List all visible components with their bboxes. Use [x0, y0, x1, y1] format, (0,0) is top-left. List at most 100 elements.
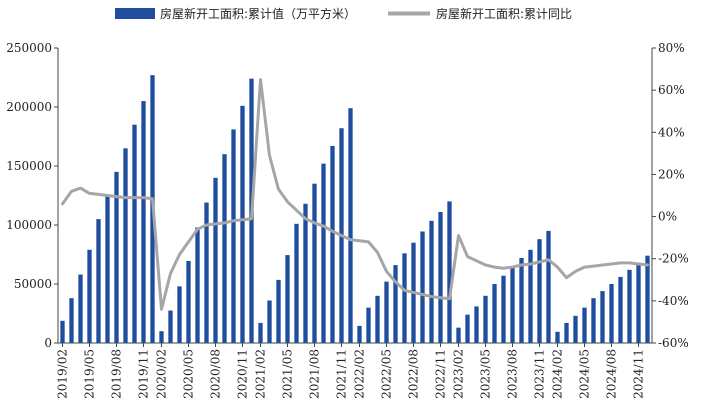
bar	[429, 220, 434, 343]
bar	[474, 306, 479, 343]
bar	[519, 258, 524, 343]
bar	[69, 298, 74, 343]
bar	[303, 203, 308, 343]
bar	[483, 295, 488, 343]
bar	[357, 325, 362, 343]
bar	[159, 331, 164, 343]
x-tick-label: 2024/08	[605, 349, 619, 399]
bar	[447, 201, 452, 343]
yoy-line	[61, 78, 649, 311]
x-tick-label: 2020/02	[155, 349, 169, 399]
x-tick-label: 2022/11	[434, 349, 448, 399]
x-tick-label: 2023/02	[452, 349, 466, 399]
bar	[510, 267, 515, 343]
bar	[375, 295, 380, 343]
bar	[195, 227, 200, 343]
bar	[123, 148, 128, 343]
x-tick-label: 2021/11	[335, 349, 349, 399]
right-tick-label: 60%	[658, 83, 685, 97]
x-tick-label: 2024/05	[578, 349, 592, 399]
bar	[330, 145, 335, 343]
bar	[618, 276, 623, 343]
bar	[582, 307, 587, 343]
right-tick-label: -20%	[658, 252, 689, 266]
bar	[645, 255, 650, 343]
bar	[420, 231, 425, 343]
left-tick-label: 100000	[6, 218, 52, 232]
bar	[465, 314, 470, 343]
left-tick-label: 50000	[14, 277, 52, 291]
right-tick-label: 80%	[658, 41, 685, 55]
left-tick-label: 250000	[6, 41, 52, 55]
x-tick-label: 2024/11	[632, 349, 646, 399]
bar	[87, 249, 92, 343]
bar	[78, 274, 83, 343]
plot-area: 0 50000 100000 150000 200000 250000 -60% -40% -2…	[6, 41, 689, 399]
bar	[276, 279, 281, 343]
right-tick-label: 0%	[658, 210, 677, 224]
bar	[204, 202, 209, 343]
x-tick-label: 2022/05	[380, 349, 394, 399]
bar	[114, 171, 119, 343]
bar	[564, 322, 569, 343]
bar	[267, 300, 272, 343]
x-tick-label: 2020/11	[236, 349, 250, 399]
bar	[240, 105, 245, 343]
x-tick-label: 2020/05	[182, 349, 196, 399]
bar	[258, 322, 263, 343]
bar	[141, 101, 146, 343]
right-tick-label: 20%	[658, 167, 685, 181]
x-tick-label: 2021/05	[281, 349, 295, 399]
right-tick-label: 40%	[658, 125, 685, 139]
legend: 房屋新开工面积:累计值（万平方米） 房屋新开工面积:累计同比	[115, 6, 572, 21]
bar	[96, 219, 101, 343]
bar	[393, 265, 398, 343]
x-tick-label: 2022/08	[407, 349, 421, 399]
x-tick-label: 2019/02	[56, 349, 70, 399]
left-tick-label: 0	[44, 336, 52, 350]
x-tick-label: 2022/02	[353, 349, 367, 399]
right-tick-label: -60%	[658, 336, 689, 350]
bar	[222, 154, 227, 343]
bar	[573, 315, 578, 343]
bar	[636, 262, 641, 343]
bar	[492, 284, 497, 343]
bar	[402, 253, 407, 343]
bar	[438, 212, 443, 343]
bar	[555, 331, 560, 343]
x-tick-label: 2024/02	[551, 349, 565, 399]
bar	[528, 249, 533, 343]
bar	[168, 310, 173, 343]
bar	[231, 129, 236, 343]
bar	[456, 327, 461, 343]
bar	[294, 223, 299, 343]
x-tick-label: 2019/05	[83, 349, 97, 399]
bar	[285, 255, 290, 343]
left-tick-label: 200000	[6, 100, 52, 114]
x-tick-label: 2021/08	[308, 349, 322, 399]
bar	[132, 124, 137, 343]
bar	[609, 284, 614, 343]
right-tick-label: -40%	[658, 294, 689, 308]
bar	[600, 291, 605, 343]
x-tick-label: 2023/05	[479, 349, 493, 399]
bar	[312, 183, 317, 343]
x-tick-label: 2019/11	[137, 349, 151, 399]
legend-bar-label: 房屋新开工面积:累计值（万平方米）	[160, 6, 356, 21]
bar	[60, 320, 65, 343]
legend-line-label: 房屋新开工面积:累计同比	[436, 6, 572, 21]
legend-bar-swatch	[115, 8, 155, 19]
bar	[321, 163, 326, 343]
bar	[186, 260, 191, 343]
x-tick-label: 2023/11	[533, 349, 547, 399]
left-tick-label: 150000	[6, 159, 52, 173]
x-tick-label: 2023/08	[506, 349, 520, 399]
bar	[501, 275, 506, 343]
bar	[366, 307, 371, 343]
bar	[213, 177, 218, 343]
x-tick-label: 2021/02	[254, 349, 268, 399]
x-tick-label: 2020/08	[209, 349, 223, 399]
bar	[384, 281, 389, 343]
bar	[348, 108, 353, 344]
